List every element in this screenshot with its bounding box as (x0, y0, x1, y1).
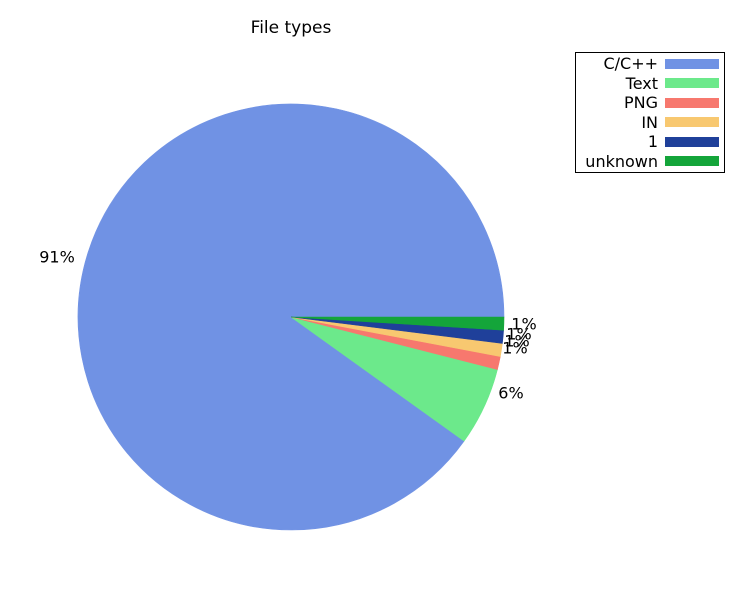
pie-slice-unknown (290, 316, 505, 331)
legend-label: IN (641, 112, 658, 132)
legend-label: PNG (623, 93, 658, 113)
legend: C/C++ Text PNG IN 1 unknown (575, 52, 725, 173)
pie-slice-c-c- (77, 103, 505, 531)
legend-swatch (665, 97, 719, 108)
legend-row: 1 (581, 132, 719, 151)
legend-label: C/C++ (603, 54, 658, 74)
slice-label: 1% (502, 338, 528, 358)
legend-label: Text (625, 73, 658, 93)
slice-label: 1% (506, 324, 532, 344)
legend-swatch (665, 58, 719, 69)
legend-swatch (665, 156, 719, 167)
chart-title: File types (250, 18, 332, 38)
legend-row: PNG (581, 93, 719, 112)
slice-label: 1% (504, 331, 530, 351)
slice-label: 91% (39, 247, 75, 267)
legend-swatch (665, 78, 719, 89)
legend-swatch (665, 136, 719, 147)
legend-label: unknown (585, 151, 658, 171)
legend-label: 1 (647, 132, 658, 152)
slice-label: 1% (511, 314, 537, 334)
slice-label: 6% (498, 383, 524, 403)
legend-row: Text (581, 74, 719, 93)
legend-swatch (665, 117, 719, 128)
legend-row: IN (581, 113, 719, 132)
legend-row: unknown (581, 152, 719, 171)
legend-row: C/C++ (581, 54, 719, 73)
